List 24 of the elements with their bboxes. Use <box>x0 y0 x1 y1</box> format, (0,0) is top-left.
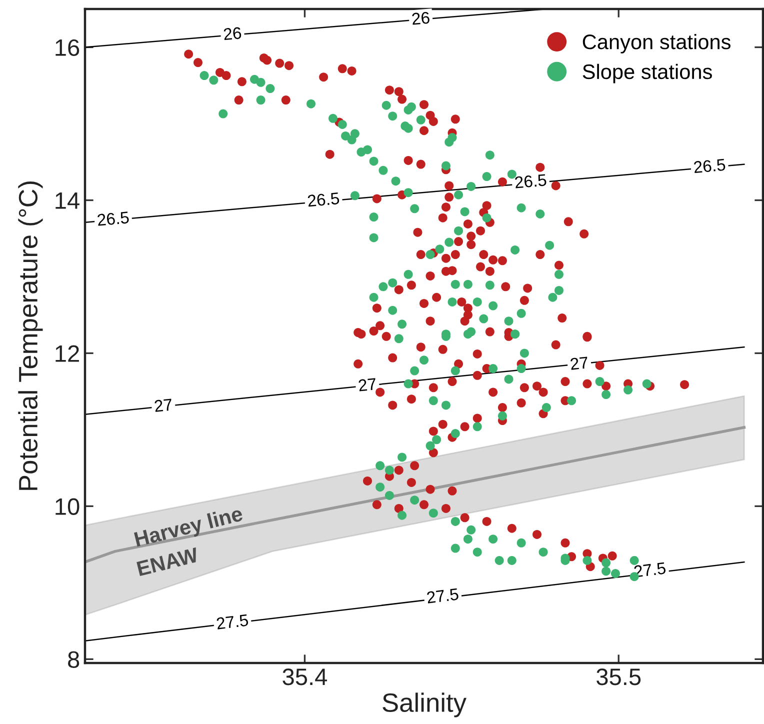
legend-label: Canyon stations <box>582 34 730 54</box>
annotation: 27 <box>154 398 172 412</box>
annotation: 27.5 <box>426 588 459 604</box>
annotation: 26.5 <box>308 192 340 207</box>
y-tick-label: 16 <box>56 39 80 56</box>
annotation: 26 <box>224 27 242 40</box>
annotation: 26.5 <box>97 211 130 226</box>
y-axis-title: Potential Temperature (°C) <box>18 182 43 490</box>
annotation: ENAW <box>136 547 200 576</box>
annotation: 26.5 <box>514 174 547 188</box>
y-tick-label: 12 <box>56 345 79 362</box>
x-axis-title: Salinity <box>382 692 466 718</box>
y-tick-label: 8 <box>68 651 80 668</box>
legend-label: Slope stations <box>582 64 712 84</box>
annotation: 27 <box>358 378 376 392</box>
annotation: 26.5 <box>694 158 726 174</box>
annotation: 26 <box>412 12 430 25</box>
y-tick-label: 14 <box>56 192 80 209</box>
annotation: Harvey line <box>134 509 244 547</box>
annotation: 27.5 <box>216 614 248 630</box>
x-tick-label: 35.5 <box>596 668 641 686</box>
x-tick-label: 35.4 <box>282 668 328 686</box>
y-tick-label: 10 <box>56 498 80 515</box>
annotation: 27 <box>570 356 588 370</box>
